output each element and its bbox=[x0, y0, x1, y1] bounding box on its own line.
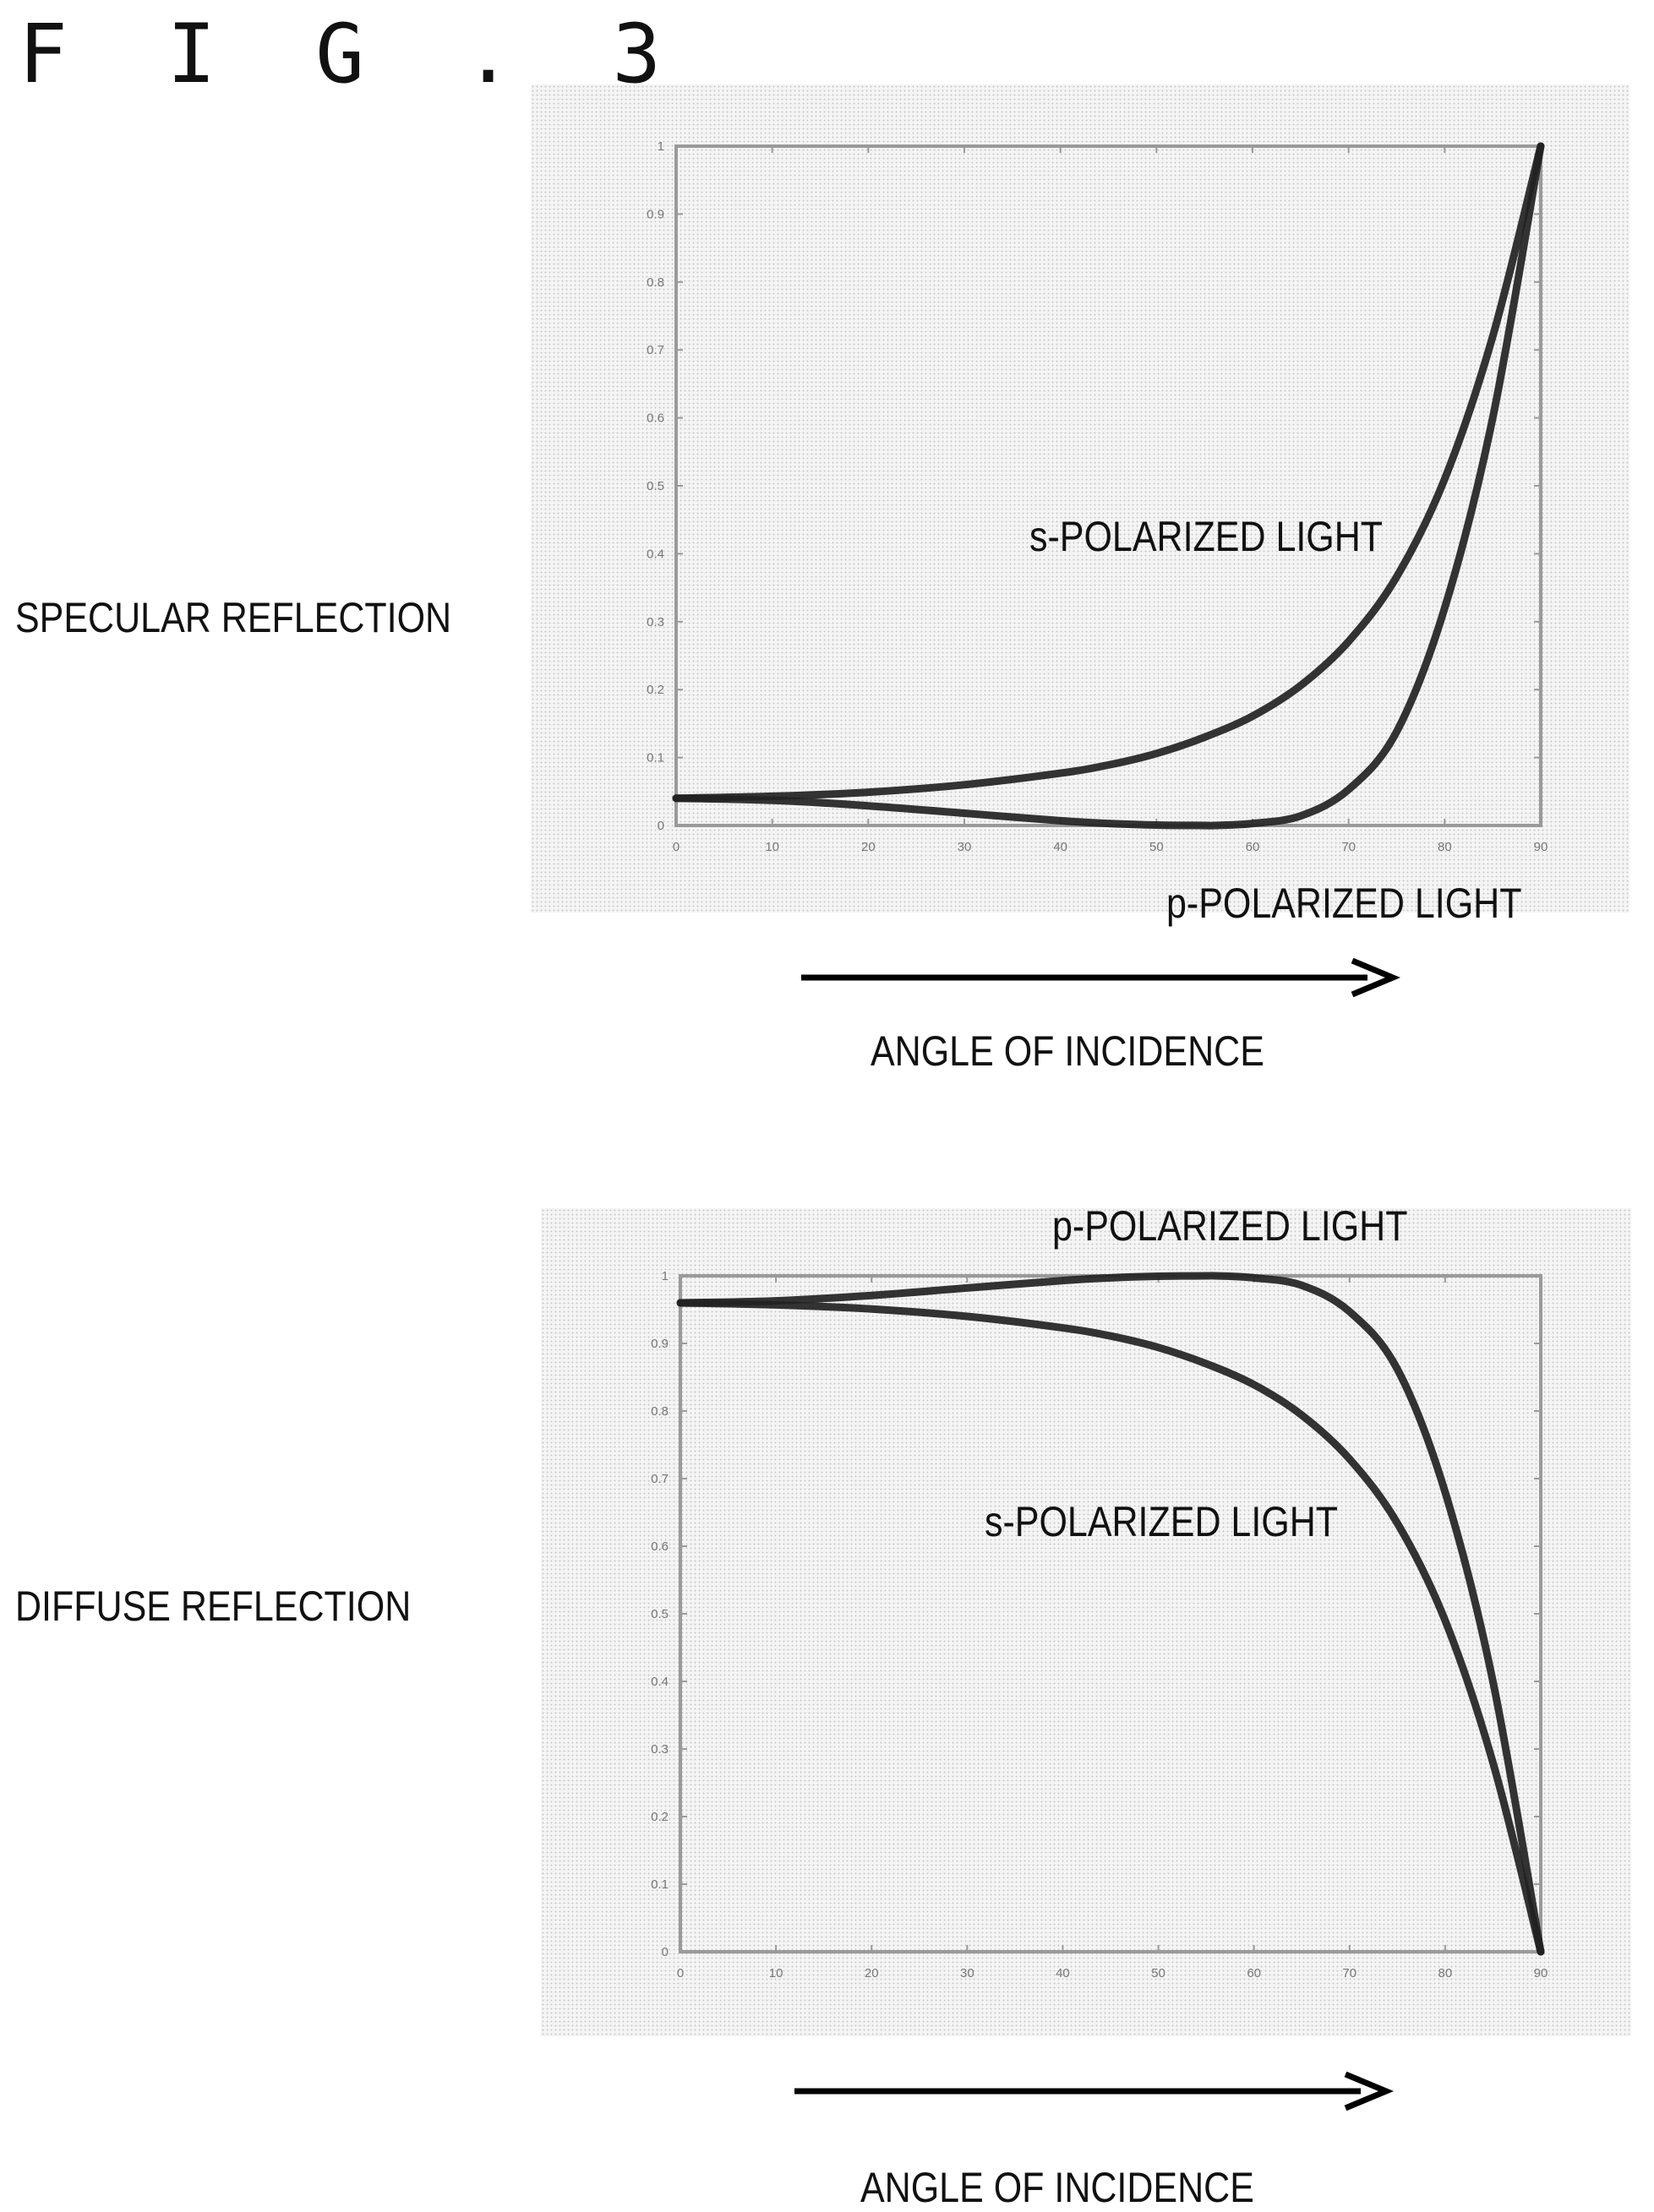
x-tick-label: 50 bbox=[1149, 840, 1164, 854]
plot-panel-specular bbox=[531, 84, 1629, 913]
x-tick-label: 60 bbox=[1246, 840, 1260, 854]
x-tick-label: 80 bbox=[1438, 840, 1452, 854]
y-tick-label: 0.2 bbox=[647, 683, 664, 697]
x-tick-label: 0 bbox=[673, 840, 680, 854]
x-tick-label: 60 bbox=[1247, 1966, 1261, 1980]
y-tick-label: 0 bbox=[658, 819, 664, 833]
x-tick-label: 20 bbox=[865, 1966, 879, 1980]
y-tick-label: 0.5 bbox=[651, 1607, 669, 1621]
x-tick-label: 90 bbox=[1534, 1966, 1548, 1980]
y-tick-label: 0.1 bbox=[651, 1877, 669, 1892]
x-tick-label: 40 bbox=[1053, 840, 1067, 854]
y-tick-label: 0.9 bbox=[647, 207, 664, 221]
specular-p-polarized-label: p-POLARIZED LIGHT bbox=[1166, 880, 1521, 927]
diffuse-s-polarized-label: s-POLARIZED LIGHT bbox=[985, 1498, 1338, 1545]
y-tick-label: 0.5 bbox=[647, 479, 664, 493]
y-tick-label: 0.6 bbox=[647, 411, 664, 426]
angle-arrow-head-diffuse bbox=[1344, 2071, 1395, 2111]
y-tick-label: 1 bbox=[662, 1269, 669, 1283]
angle-arrow-head-specular bbox=[1351, 957, 1401, 998]
specular-s-polarized-curve bbox=[672, 142, 1545, 803]
x-tick-label: 80 bbox=[1438, 1966, 1453, 1980]
diffuse-p-polarized-curve bbox=[676, 1272, 1545, 1956]
y-tick-label: 1 bbox=[658, 139, 664, 154]
x-tick-label: 20 bbox=[861, 840, 876, 854]
diffuse-s-polarized-curve bbox=[676, 1299, 1545, 1956]
y-tick-label: 0.3 bbox=[651, 1742, 669, 1757]
row-label-specular: SPECULAR REFLECTION bbox=[15, 594, 452, 641]
y-tick-label: 0.9 bbox=[651, 1337, 669, 1351]
x-tick-label: 50 bbox=[1151, 1966, 1165, 1980]
specular-s-polarized-label: s-POLARIZED LIGHT bbox=[1029, 513, 1383, 560]
x-tick-label: 90 bbox=[1534, 840, 1548, 854]
y-tick-label: 0.2 bbox=[651, 1810, 669, 1824]
specular-p-polarized-curve bbox=[672, 142, 1545, 830]
y-tick-label: 0.3 bbox=[647, 615, 664, 629]
y-tick-label: 0.8 bbox=[651, 1404, 669, 1419]
x-tick-label: 0 bbox=[677, 1966, 684, 1980]
diffuse-p-polarized-label: p-POLARIZED LIGHT bbox=[1052, 1202, 1407, 1250]
y-tick-label: 0.1 bbox=[647, 751, 664, 765]
y-tick-label: 0 bbox=[662, 1945, 669, 1959]
y-tick-label: 0.7 bbox=[647, 343, 664, 357]
x-tick-label: 70 bbox=[1341, 840, 1356, 854]
y-tick-label: 0.6 bbox=[651, 1539, 669, 1554]
plot-frame-specular bbox=[674, 144, 1542, 827]
x-tick-label: 40 bbox=[1056, 1966, 1070, 1980]
x-axis-title-specular: ANGLE OF INCIDENCE bbox=[871, 1027, 1264, 1075]
row-label-diffuse: DIFFUSE REFLECTION bbox=[15, 1583, 412, 1630]
y-tick-label: 0.8 bbox=[647, 275, 664, 290]
x-tick-label: 10 bbox=[769, 1966, 783, 1980]
y-tick-label: 0.4 bbox=[651, 1675, 669, 1689]
x-tick-label: 10 bbox=[765, 840, 779, 854]
y-tick-label: 0.4 bbox=[647, 547, 664, 561]
x-axis-title-diffuse: ANGLE OF INCIDENCE bbox=[860, 2164, 1254, 2211]
x-tick-label: 70 bbox=[1342, 1966, 1356, 1980]
y-tick-label: 0.7 bbox=[651, 1472, 669, 1486]
x-tick-label: 30 bbox=[958, 840, 972, 854]
x-tick-label: 30 bbox=[960, 1966, 974, 1980]
plot-frame-diffuse bbox=[679, 1274, 1542, 1953]
